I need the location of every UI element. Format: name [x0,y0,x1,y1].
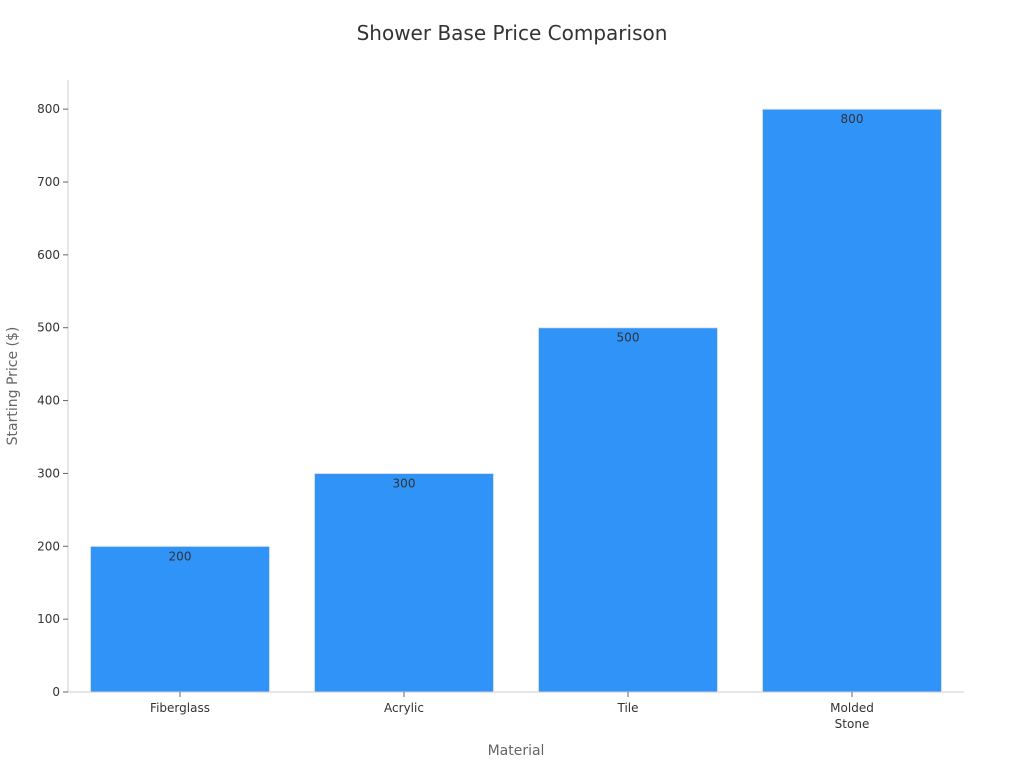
y-tick-label: 0 [52,685,60,699]
x-tick-label-line: Molded [830,701,874,715]
x-axis-title: Material [488,743,545,759]
x-tick-label-line: Tile [616,701,638,715]
bar-value-label: 200 [169,549,192,563]
bar [313,472,495,693]
bar-value-label: 300 [393,476,416,490]
bar [537,327,719,693]
y-tick-label: 600 [37,248,60,262]
bar-value-label: 500 [617,331,640,345]
bar-value-label: 800 [841,112,864,126]
x-tick-label: Tile [616,701,638,715]
bar [89,545,271,693]
y-tick-label: 400 [37,394,60,408]
y-tick-label: 200 [37,539,60,553]
y-axis-title: Starting Price ($) [5,327,21,446]
x-tick-label-line: Stone [835,717,870,731]
y-tick-label: 700 [37,175,60,189]
bar [761,108,943,693]
y-tick-label: 100 [37,612,60,626]
y-axis: 0 100 200 300 400 500 600 700 800 [37,80,69,699]
x-tick-label: Fiberglass [150,701,210,715]
x-axis: Fiberglass Acrylic Tile Molded Stone [68,691,964,731]
y-tick-label: 800 [37,102,60,116]
y-tick-label: 500 [37,321,60,335]
x-tick-label: Molded Stone [830,701,874,731]
chart-title: Shower Base Price Comparison [357,21,668,45]
y-tick-label: 300 [37,466,60,480]
bars-group: 200 300 500 800 [89,108,943,693]
x-tick-label-line: Fiberglass [150,701,210,715]
x-tick-label-line: Acrylic [384,701,424,715]
x-tick-label: Acrylic [384,701,424,715]
